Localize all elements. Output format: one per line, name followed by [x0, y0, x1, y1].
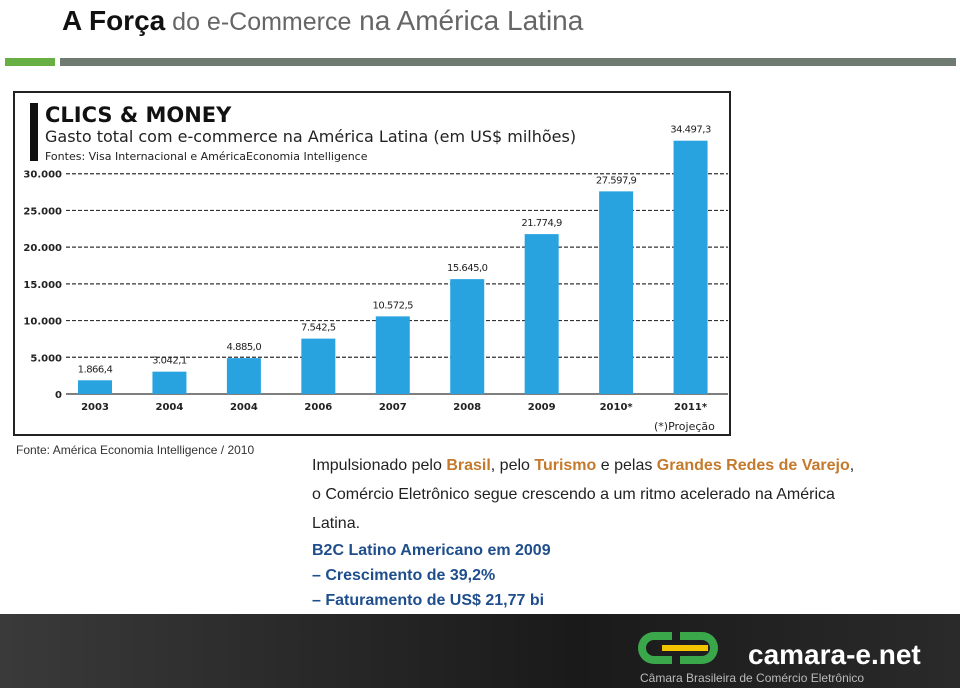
accent-bar: [5, 58, 55, 66]
value-label: 1.866,4: [78, 364, 113, 375]
y-tick-label: 30.000: [23, 170, 62, 181]
logo-mark: [680, 632, 718, 664]
body-text: o Comércio Eletrônico segue crescendo a …: [312, 486, 835, 503]
logo-mark: [662, 645, 708, 651]
body-text: Impulsionado pelo: [312, 457, 446, 474]
body-text: , pelo: [491, 457, 535, 474]
highlight: – Faturamento de US$ 21,77 bi: [312, 592, 544, 609]
bar: [673, 140, 708, 394]
value-label: 34.497,3: [670, 125, 711, 136]
chart: CLICS & MONEY Gasto total com e-commerce…: [13, 91, 731, 436]
value-label: 7.542,5: [301, 323, 336, 334]
title-rule: [60, 58, 956, 66]
body-text: e pelas: [596, 457, 656, 474]
value-label: 4.885,0: [227, 342, 262, 353]
chart-title: CLICS & MONEY: [45, 103, 232, 127]
body-text: Latina.: [312, 515, 360, 532]
bar: [599, 191, 634, 394]
logo-mark: [638, 632, 672, 664]
y-tick-label: 25.000: [23, 206, 62, 217]
title-part: A Força: [62, 5, 166, 36]
x-tick-label: 2011*: [674, 402, 708, 413]
highlight: – Crescimento de 39,2%: [312, 567, 495, 584]
body-text: Turismo: [534, 457, 596, 474]
value-label: 27.597,9: [596, 175, 637, 186]
body-text: Brasil: [446, 457, 490, 474]
y-tick-label: 10.000: [23, 317, 62, 328]
x-tick-label: 2009: [528, 402, 556, 413]
bar: [301, 338, 336, 394]
x-tick-label: 2006: [304, 402, 332, 413]
body-line: o Comércio Eletrônico segue crescendo a …: [312, 486, 835, 503]
logo-text: camara-e.net: [748, 639, 921, 670]
highlight: B2C Latino Americano em 2009: [312, 542, 551, 559]
footer-band: [0, 614, 960, 688]
body-line: Latina.: [312, 515, 360, 532]
header-mark: [30, 103, 38, 161]
body-text: Grandes Redes de Varejo: [657, 457, 850, 474]
x-tick-label: 2004: [230, 402, 258, 413]
bar: [152, 371, 187, 394]
value-label: 3.042,1: [152, 356, 187, 367]
y-tick-label: 5.000: [30, 353, 62, 364]
bar: [375, 316, 410, 394]
bar: [524, 234, 559, 394]
x-tick-label: 2007: [379, 402, 407, 413]
value-label: 15.645,0: [447, 263, 488, 274]
chart-note: (*)Projeção: [654, 420, 715, 433]
chart-subtitle: Gasto total com e-commerce na América La…: [45, 127, 576, 146]
x-tick-label: 2003: [81, 402, 109, 413]
source: Fonte: América Economia Intelligence / 2…: [16, 443, 254, 457]
x-tick-label: 2010*: [600, 402, 634, 413]
body-text: ,: [850, 457, 854, 474]
value-label: 21.774,9: [521, 218, 562, 229]
y-tick-label: 15.000: [23, 280, 62, 291]
value-label: 10.572,5: [373, 300, 414, 311]
chart-source: Fontes: Visa Internacional e AméricaEcon…: [45, 150, 368, 163]
x-tick-label: 2008: [453, 402, 481, 413]
title-part: do e-Commerce: [165, 8, 351, 36]
footer: camara-e.net Câmara Brasileira de Comérc…: [0, 614, 960, 688]
bar: [226, 358, 261, 394]
x-tick-label: 2004: [156, 402, 184, 413]
title-part: na América Latina: [351, 5, 583, 36]
logo-tagline: Câmara Brasileira de Comércio Eletrônico: [640, 671, 864, 685]
slide-title: A Força do e-Commerce na América Latina: [62, 5, 584, 36]
bar: [450, 279, 485, 394]
body-line: Impulsionado pelo Brasil, pelo Turismo e…: [312, 457, 854, 474]
y-tick-label: 0: [55, 390, 62, 401]
bar: [78, 380, 112, 394]
y-tick-label: 20.000: [23, 243, 62, 254]
